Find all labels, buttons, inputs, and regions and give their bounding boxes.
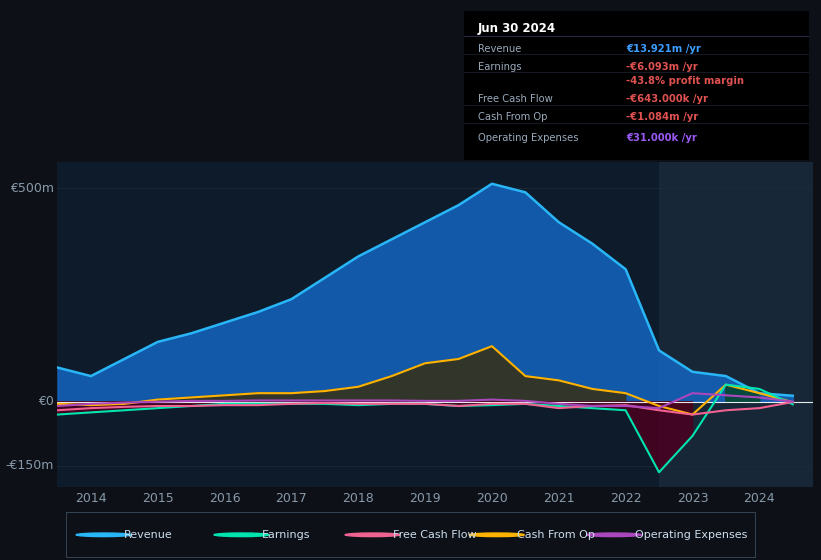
Text: Jun 30 2024: Jun 30 2024 bbox=[478, 22, 556, 35]
Circle shape bbox=[214, 533, 269, 536]
Text: €0: €0 bbox=[38, 395, 53, 408]
Text: -€6.093m /yr: -€6.093m /yr bbox=[626, 62, 698, 72]
Text: €13.921m /yr: €13.921m /yr bbox=[626, 44, 701, 54]
Text: -€643.000k /yr: -€643.000k /yr bbox=[626, 94, 708, 104]
Text: -€150m: -€150m bbox=[5, 459, 53, 472]
Circle shape bbox=[586, 533, 641, 536]
Text: Earnings: Earnings bbox=[478, 62, 521, 72]
Text: Cash From Op: Cash From Op bbox=[517, 530, 595, 540]
Text: -43.8% profit margin: -43.8% profit margin bbox=[626, 77, 744, 86]
Text: Operating Expenses: Operating Expenses bbox=[478, 133, 578, 143]
Text: €500m: €500m bbox=[10, 181, 53, 194]
Text: Free Cash Flow: Free Cash Flow bbox=[393, 530, 477, 540]
Circle shape bbox=[469, 533, 525, 536]
Text: Operating Expenses: Operating Expenses bbox=[635, 530, 747, 540]
Text: Cash From Op: Cash From Op bbox=[478, 112, 547, 122]
Text: -€1.084m /yr: -€1.084m /yr bbox=[626, 112, 698, 122]
Circle shape bbox=[76, 533, 131, 536]
Bar bbox=[659, 162, 813, 487]
Text: Earnings: Earnings bbox=[262, 530, 310, 540]
Text: Revenue: Revenue bbox=[478, 44, 521, 54]
Text: €31.000k /yr: €31.000k /yr bbox=[626, 133, 697, 143]
Text: Free Cash Flow: Free Cash Flow bbox=[478, 94, 553, 104]
Text: Revenue: Revenue bbox=[124, 530, 173, 540]
Circle shape bbox=[345, 533, 400, 536]
